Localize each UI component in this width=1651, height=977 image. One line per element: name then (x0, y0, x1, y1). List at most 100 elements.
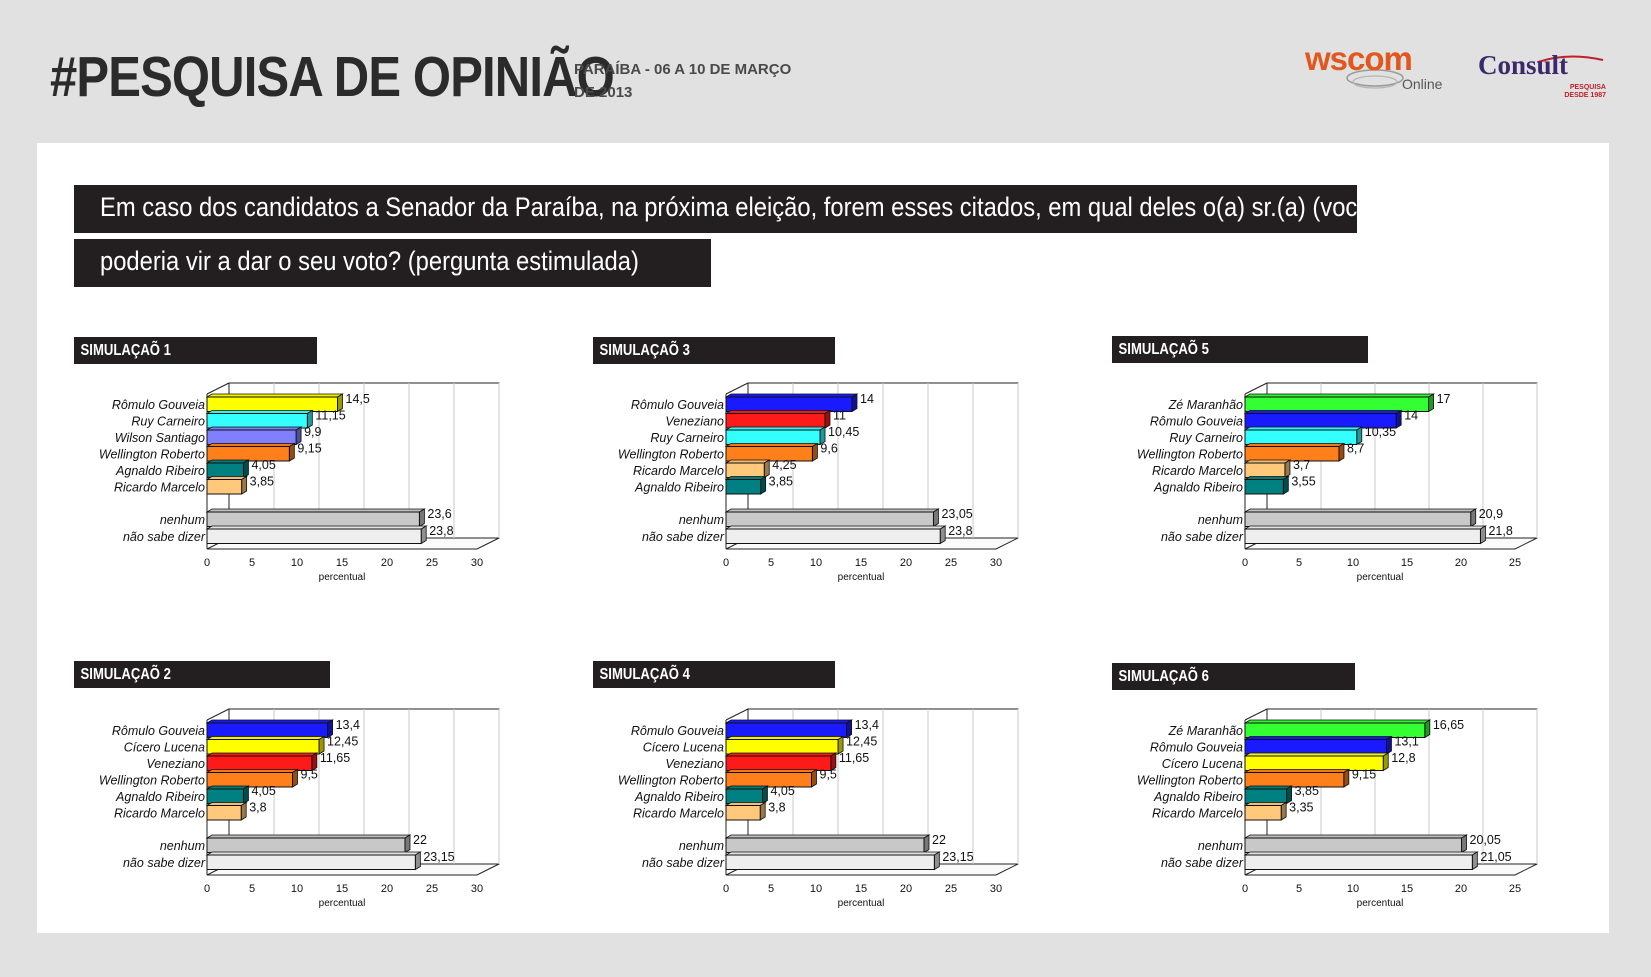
bar (1243, 851, 1479, 871)
bar-front (725, 462, 765, 478)
page-title: #PESQUISA DE OPINIÃO (50, 45, 615, 109)
data-label: 14 (860, 392, 874, 406)
x-tick-label: 30 (990, 883, 1002, 895)
bar-front (1244, 479, 1284, 495)
bar-side (1284, 459, 1291, 479)
x-tick-label: 10 (810, 557, 822, 569)
bar (1243, 834, 1468, 854)
bar-front (1244, 446, 1340, 462)
chart-svg: 0 5 10 15 20 25 percentual 16,65 Zé Maranhão 13,1… (1137, 708, 1538, 909)
data-label: 11,65 (320, 751, 350, 765)
category-label: Ricardo Marcelo (1152, 807, 1243, 821)
x-tick-label: 20 (1455, 557, 1467, 569)
x-tick-label: 15 (855, 883, 867, 895)
question-line-2-bar: poderia vir a dar o seu voto? (pergunta … (74, 239, 711, 287)
data-label: 23,8 (948, 524, 972, 538)
x-tick-label: 30 (471, 883, 483, 895)
chart-edge (206, 708, 230, 721)
bar-side (288, 442, 295, 462)
data-label: 9,15 (297, 442, 321, 456)
bar-side (811, 768, 817, 788)
chart-svg: 0 5 10 15 20 25 30 percentual 13,4 Rômulo Gouveia… (618, 708, 1019, 909)
x-tick-label: 0 (1242, 883, 1248, 895)
question-line-1-bar: Em caso dos candidatos a Senador da Para… (74, 185, 1378, 233)
category-label: Ricardo Marcelo (633, 464, 724, 478)
bar-side (1280, 801, 1287, 821)
bar-front (206, 805, 242, 821)
subtitle-line-2: DE 2013 (574, 84, 633, 101)
data-label: 3,85 (1295, 784, 1319, 798)
x-tick-label: 10 (1347, 557, 1359, 569)
bar-front (1244, 462, 1286, 478)
category-label: Agnaldo Ribeiro (634, 790, 724, 804)
consult-swoosh-icon (1537, 55, 1604, 63)
category-label: Cícero Lucena (643, 741, 724, 755)
bar (724, 525, 947, 545)
bar (1243, 735, 1393, 755)
bar-side (1480, 525, 1486, 545)
category-label: Ricardo Marcelo (1152, 464, 1243, 478)
bar-front (725, 429, 821, 445)
category-label: nenhum (160, 513, 205, 527)
x-axis-label: percentual (838, 898, 885, 909)
content-panel: Em caso dos candidatos a Senador da Para… (37, 143, 1609, 933)
simulation-4-title: SIMULAÇAÕ 4 (593, 661, 835, 688)
category-label: Ricardo Marcelo (633, 807, 724, 821)
x-tick-label: 0 (723, 557, 729, 569)
simulation-2-title-text: SIMULAÇAÕ 2 (80, 666, 171, 683)
x-tick-label: 30 (471, 557, 483, 569)
page-subtitle: PARAÍBA - 06 A 10 DE MARÇO DE 2013 (574, 58, 824, 104)
bar-front (725, 755, 832, 771)
category-label: nenhum (679, 839, 724, 853)
bar-side (1428, 393, 1435, 413)
category-label: Rômulo Gouveia (1150, 415, 1243, 429)
x-tick-label: 5 (249, 883, 255, 895)
x-tick-label: 5 (768, 883, 774, 895)
data-label: 22 (932, 833, 946, 847)
category-label: Wellington Roberto (618, 448, 724, 462)
bar (724, 475, 768, 495)
category-label: Veneziano (146, 757, 205, 771)
chart-svg: 0 5 10 15 20 25 30 percentual 14,5 Rômulo Gouveia… (99, 382, 500, 583)
bar-side (240, 801, 247, 821)
category-label: Veneziano (665, 757, 724, 771)
data-label: 4,25 (772, 458, 796, 472)
bar-front (725, 528, 941, 544)
bar-side (414, 851, 421, 871)
data-label: 14,5 (346, 392, 370, 406)
category-label: não sabe dizer (123, 530, 206, 544)
bar-side (1338, 442, 1345, 462)
category-label: não sabe dizer (642, 856, 725, 870)
x-tick-label: 0 (1242, 557, 1248, 569)
category-label: nenhum (1198, 839, 1243, 853)
bar-side (1395, 409, 1402, 429)
bar-front (206, 755, 313, 771)
simulation-5-title: SIMULAÇAÕ 5 (1112, 336, 1368, 363)
category-label: nenhum (1198, 513, 1243, 527)
bar (724, 393, 859, 413)
bar (724, 442, 819, 462)
bar-front (1244, 739, 1387, 755)
data-label: 10,35 (1365, 425, 1396, 439)
bar (724, 426, 827, 446)
x-tick-label: 25 (1509, 557, 1521, 569)
bar-front (725, 788, 763, 804)
bar-front (1244, 854, 1473, 870)
x-tick-label: 20 (900, 557, 912, 569)
data-label: 10,45 (828, 425, 859, 439)
wscom-logo: wscom Online (1305, 40, 1445, 100)
bar-side (241, 475, 248, 495)
category-label: Ricardo Marcelo (114, 481, 205, 495)
consult-logo-sub-1: PESQUISA (1569, 84, 1606, 91)
question-line-1: Em caso dos candidatos a Senador da Para… (100, 192, 1379, 222)
x-tick-label: 10 (810, 883, 822, 895)
simulation-3-chart: 0 5 10 15 20 25 30 percentual 14 Rômulo Gouveia 11… (593, 375, 1083, 615)
x-tick-label: 20 (1455, 883, 1467, 895)
bar-side (292, 768, 298, 788)
data-label: 4,05 (251, 784, 275, 798)
x-tick-label: 25 (426, 557, 438, 569)
x-tick-label: 5 (1296, 557, 1302, 569)
bar-front (1244, 528, 1481, 544)
bar-side (1282, 475, 1289, 495)
data-label: 21,8 (1488, 524, 1512, 538)
